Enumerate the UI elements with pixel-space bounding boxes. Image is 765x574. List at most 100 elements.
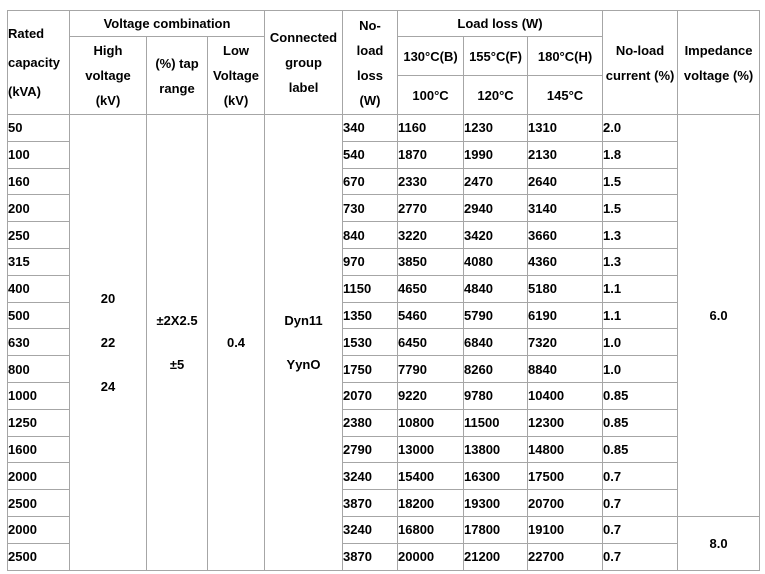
cell-no-load-loss: 3240: [342, 515, 399, 544]
cell-kva: 50: [7, 114, 70, 142]
cell-no-load-current: 1.5: [602, 167, 679, 196]
header-load-loss-130: 130°C(B): [397, 36, 465, 76]
cell-no-load-loss: 3240: [342, 462, 399, 491]
cell-load-loss-180: 1310: [527, 114, 604, 142]
header-row-3: 100°C 120°C 145°C: [8, 75, 760, 115]
cell-impedance-8: 8.0: [677, 515, 761, 571]
cell-no-load-current: 1.5: [602, 194, 679, 223]
header-load-loss: Load loss (W): [397, 10, 604, 37]
cell-load-loss-180: 14800: [527, 435, 604, 464]
header-line: load: [356, 42, 384, 58]
table-row: 1250 2380 10800 11500 12300 0.85: [7, 408, 760, 437]
cell-load-loss-155: 21200: [463, 542, 529, 571]
cell-load-loss-155: 8260: [463, 355, 529, 383]
cell-load-loss-130: 15400: [397, 462, 465, 491]
header-no-load-loss: No- load loss (W): [342, 10, 399, 115]
cell-load-loss-180: 3140: [527, 194, 604, 223]
cell-load-loss-130: 1870: [397, 140, 465, 169]
header-load-loss-145: 145°C: [527, 75, 604, 115]
table-row: 160 670 2330 2470 2640 1.5: [7, 167, 760, 196]
header-line: (kV): [223, 93, 249, 108]
cell-high-voltage-values: 20 22 24: [69, 114, 147, 571]
value-line: YynO: [286, 356, 321, 372]
cell-no-load-current: 0.85: [602, 381, 679, 410]
cell-no-load-loss: 1150: [342, 274, 399, 303]
cell-no-load-current: 1.3: [602, 221, 679, 249]
table-row: 2000 3240 16800 17800 19100 0.7 8.0: [7, 515, 761, 571]
cell-connected-group-values: Dyn11 YynO: [264, 114, 344, 571]
cell-load-loss-180: 22700: [527, 542, 604, 571]
cell-kva: 630: [7, 328, 70, 357]
header-row-1: Rated capacity (kVA) Voltage combination…: [7, 10, 761, 115]
cell-load-loss-130: 6450: [397, 328, 465, 357]
cell-impedance-6: 6.0: [677, 114, 761, 517]
header-line: Low: [223, 43, 249, 58]
cell-no-load-loss: 1750: [342, 355, 399, 383]
value-line: Dyn11: [284, 312, 323, 328]
header-line: Rated: [8, 26, 45, 41]
high-voltage-stack: 20 22 24: [71, 285, 146, 400]
cell-load-loss-180: 20700: [527, 489, 604, 517]
cell-no-load-current: 1.0: [602, 355, 679, 383]
cell-no-load-current: 0.7: [602, 462, 679, 491]
header-line: Load loss (W): [457, 16, 543, 31]
cell-no-load-loss: 3870: [342, 489, 399, 517]
table-row: 2000 3240 15400 16300 17500 0.7: [7, 462, 760, 491]
header-line: Voltage: [213, 68, 259, 83]
header-load-loss-155: 155°C(F): [463, 36, 529, 76]
header-row-2: High voltage (kV) (%) tap range Low Volt…: [8, 36, 760, 115]
cell-no-load-current: 0.85: [602, 435, 679, 464]
header-line: (%) tap: [155, 55, 199, 71]
cell-load-loss-180: 5180: [527, 274, 604, 303]
cell-load-loss-155: 11500: [463, 408, 529, 437]
cell-no-load-current: 1.1: [602, 301, 679, 330]
cell-load-loss-155: 9780: [463, 381, 529, 410]
cell-kva: 2500: [7, 542, 70, 571]
cell-kva: 250: [7, 221, 70, 249]
header-voltage-combination: Voltage combination: [68, 10, 266, 37]
value-line: ±2X2.5: [156, 312, 198, 328]
table-row: 100 540 1870 1990 2130 1.8: [7, 140, 760, 169]
header-line: (kVA): [8, 84, 41, 99]
header-connected-group: Connected group label: [264, 10, 344, 115]
cell-kva: 315: [7, 247, 70, 276]
cell-low-voltage-value: 0.4: [206, 114, 266, 571]
cell-load-loss-130: 3850: [397, 247, 465, 276]
header-rated-capacity: Rated capacity (kVA): [7, 10, 70, 115]
header-line: (W): [359, 92, 381, 108]
header-line: capacity: [8, 55, 61, 70]
header-line: loss: [357, 67, 384, 83]
header-line: 155°C(F): [469, 48, 522, 64]
cell-load-loss-155: 16300: [463, 462, 529, 491]
cell-load-loss-180: 3660: [527, 221, 604, 249]
header-line: Connected: [269, 30, 338, 45]
table-row: 400 1150 4650 4840 5180 1.1: [7, 274, 760, 303]
cell-no-load-loss: 840: [342, 221, 399, 249]
header-line: 120°C: [477, 87, 514, 103]
tap-range-stack: ±2X2.5 ±5: [148, 307, 207, 378]
header-load-loss-120: 120°C: [463, 75, 529, 115]
cell-no-load-loss: 2790: [342, 435, 399, 464]
header-line: Impedance: [684, 42, 753, 58]
cell-no-load-current: 1.1: [602, 274, 679, 303]
cell-load-loss-180: 17500: [527, 462, 604, 491]
connected-group-stack: Dyn11 YynO: [266, 307, 342, 378]
cell-no-load-loss: 1530: [342, 328, 399, 357]
cell-load-loss-180: 12300: [527, 408, 604, 437]
cell-load-loss-130: 2770: [397, 194, 465, 223]
cell-no-load-current: 0.7: [602, 515, 679, 544]
cell-kva: 2000: [7, 515, 70, 544]
cell-no-load-loss: 540: [342, 140, 399, 169]
cell-no-load-loss: 340: [342, 114, 399, 142]
header-low-voltage: Low Voltage (kV): [206, 36, 266, 115]
cell-no-load-current: 0.85: [602, 408, 679, 437]
cell-load-loss-155: 4840: [463, 274, 529, 303]
header-impedance-voltage: Impedance voltage (%): [677, 10, 761, 115]
header-line: voltage (%): [683, 67, 754, 83]
header-line: 130°C(B): [403, 48, 458, 64]
cell-kva: 1250: [7, 408, 70, 437]
cell-no-load-current: 0.7: [602, 542, 679, 571]
cell-load-loss-180: 4360: [527, 247, 604, 276]
cell-no-load-loss: 3870: [342, 542, 399, 571]
cell-load-loss-180: 8840: [527, 355, 604, 383]
